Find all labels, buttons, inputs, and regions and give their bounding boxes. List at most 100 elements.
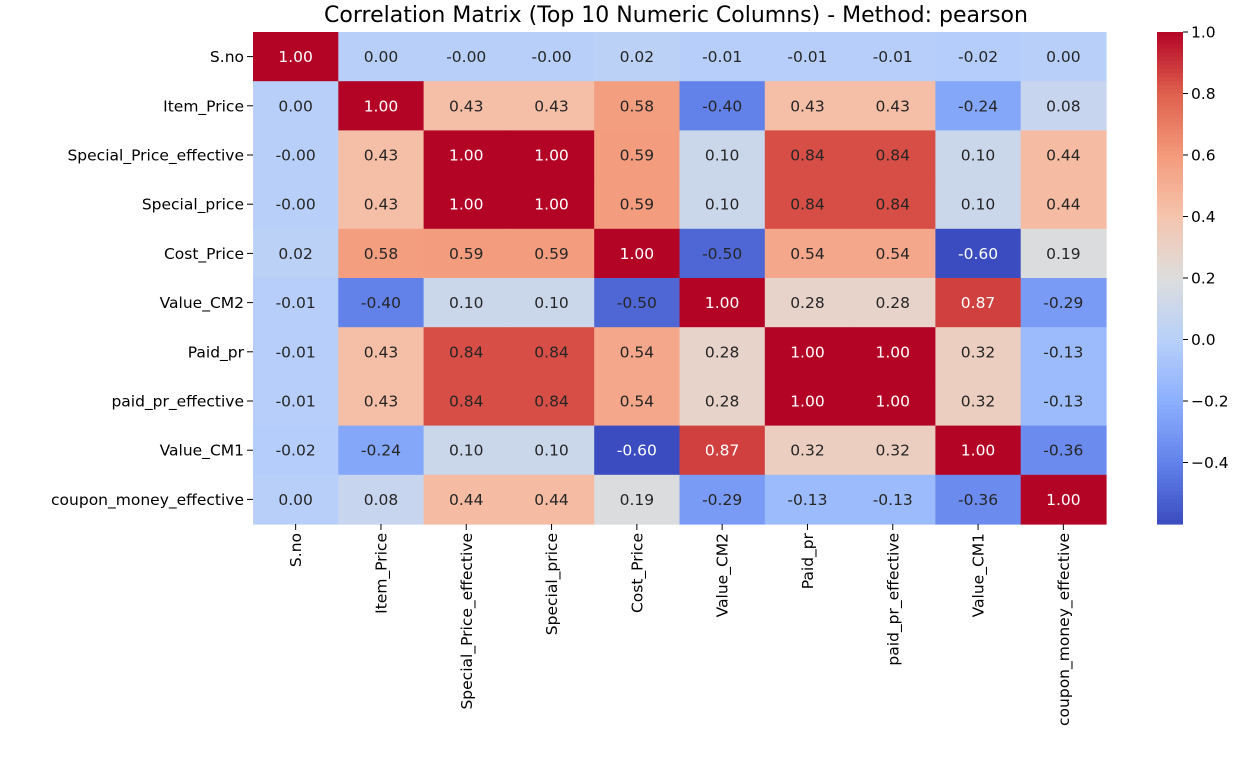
cell-value-r4-c1: 0.58	[364, 245, 399, 263]
colorbar-segment-44	[1157, 212, 1183, 218]
cell-value-r4-c5: -0.50	[702, 245, 742, 263]
y-tick-label-2: Special_Price_effective	[67, 147, 244, 166]
colorbar-segment-94	[1157, 417, 1183, 423]
cell-value-r1-c1: 1.00	[364, 97, 399, 115]
heatmap-cell-r4-c9	[1020, 228, 1107, 279]
cell-value-r4-c0: 0.02	[278, 245, 313, 263]
heatmap-cell-r4-c5	[679, 228, 766, 279]
heatmap-cell-r3-c1	[338, 179, 425, 230]
cell-value-r7-c0: -0.01	[276, 393, 316, 411]
colorbar-segment-21	[1157, 118, 1183, 123]
x-tick-label-9: coupon_money_effective	[1055, 533, 1074, 726]
heatmap-cell-r2-c6	[764, 130, 851, 181]
cell-value-r2-c3: 1.00	[534, 147, 569, 165]
heatmap-cell-r1-c0	[253, 81, 339, 131]
cell-value-r7-c8: 0.32	[961, 393, 996, 411]
heatmap-cell-r3-c4	[594, 179, 681, 230]
cell-value-r5-c2: 0.10	[449, 294, 484, 312]
heatmap-cell-r0-c1	[338, 32, 425, 82]
colorbar-segment-52	[1157, 245, 1183, 250]
cell-value-r2-c9: 0.44	[1046, 147, 1081, 165]
colorbar-segment-40	[1157, 196, 1183, 201]
heatmap-cell-r9-c6	[764, 474, 851, 525]
heatmap-cell-r3-c3	[508, 179, 595, 230]
colorbar-segment-57	[1157, 265, 1183, 271]
heatmap-cell-r1-c3	[508, 81, 595, 131]
colorbar-segment-20	[1157, 114, 1183, 119]
colorbar-segment-116	[1157, 507, 1183, 513]
colorbar-tick-label-1: 0.8	[1191, 85, 1216, 103]
heatmap-cell-r6-c3	[508, 327, 595, 377]
heatmap-cell-r5-c9	[1020, 278, 1107, 328]
cell-value-r1-c3: 0.43	[534, 97, 569, 115]
heatmap-cell-r0-c7	[850, 32, 936, 82]
chart-title: Correlation Matrix (Top 10 Numeric Colum…	[324, 3, 1028, 28]
heatmap-cell-r8-c0	[253, 425, 339, 476]
colorbar-segment-0	[1157, 32, 1183, 37]
cell-value-r7-c4: 0.54	[620, 393, 655, 411]
heatmap-cell-r2-c2	[423, 130, 510, 181]
colorbar-segment-8	[1157, 64, 1183, 70]
colorbar-segment-89	[1157, 396, 1183, 402]
cell-value-r1-c2: 0.43	[449, 97, 484, 115]
colorbar-tick-label-4: 0.2	[1191, 270, 1216, 288]
cell-value-r2-c1: 0.43	[364, 147, 399, 165]
y-tick-label-7: paid_pr_effective	[111, 393, 244, 412]
heatmap-cell-r6-c9	[1020, 327, 1107, 377]
cell-value-r2-c6: 0.84	[790, 147, 825, 165]
colorbar-segment-66	[1157, 302, 1183, 308]
heatmap-cell-r2-c1	[338, 130, 425, 181]
colorbar-segment-24	[1157, 130, 1183, 136]
colorbar-segment-1	[1157, 36, 1183, 41]
colorbar-segment-108	[1157, 474, 1183, 480]
colorbar-segment-6	[1157, 56, 1183, 62]
heatmap-cell-r7-c4	[594, 376, 681, 427]
colorbar-segment-39	[1157, 191, 1183, 197]
colorbar-segment-81	[1157, 364, 1183, 369]
heatmap-cell-r9-c4	[594, 474, 681, 525]
colorbar-segment-111	[1157, 487, 1183, 492]
heatmap-cell-r6-c2	[423, 327, 510, 377]
colorbar-segment-35	[1157, 175, 1183, 181]
heatmap-cell-r9-c8	[935, 474, 1022, 525]
y-tick-label-8: Value_CM1	[160, 442, 244, 461]
cell-value-r0-c2: -0.00	[446, 48, 486, 66]
heatmap-cell-r9-c7	[850, 474, 936, 525]
cell-value-r0-c8: -0.02	[958, 48, 998, 66]
cell-value-r5-c6: 0.28	[790, 294, 825, 312]
cell-value-r5-c8: 0.87	[961, 294, 996, 312]
colorbar-segment-110	[1157, 483, 1183, 488]
cell-value-r3-c1: 0.43	[364, 196, 399, 214]
y-axis-ticks: S.no Item_Price Special_Price_effective Spe…	[51, 48, 253, 510]
colorbar-segment-63	[1157, 290, 1183, 295]
heatmap-cell-r8-c4	[594, 425, 681, 476]
heatmap-cell-labels: 1.00 0.00 -0.00 -0.00 0.02 -0.01 -0.01 -0.01 -0.…	[276, 48, 1084, 509]
cell-value-r4-c4: 1.00	[620, 245, 655, 263]
cell-value-r2-c2: 1.00	[449, 147, 484, 165]
heatmap-cell-r6-c7	[850, 327, 936, 377]
colorbar-segment-55	[1157, 257, 1183, 263]
colorbar-segment-10	[1157, 73, 1183, 78]
colorbar-tick-label-2: 0.6	[1191, 147, 1216, 165]
heatmap-cell-r0-c2	[423, 32, 510, 82]
colorbar-segment-30	[1157, 155, 1183, 160]
cell-value-r7-c3: 0.84	[534, 393, 569, 411]
cell-value-r6-c9: -0.13	[1043, 343, 1083, 361]
heatmap-cell-r7-c7	[850, 376, 936, 427]
colorbar-tick-label-7: −0.4	[1191, 454, 1229, 472]
colorbar-segment-18	[1157, 105, 1183, 111]
cell-value-r3-c6: 0.84	[790, 196, 825, 214]
heatmap-cell-r1-c2	[423, 81, 510, 131]
cell-value-r6-c2: 0.84	[449, 343, 484, 361]
colorbar-segment-104	[1157, 458, 1183, 464]
colorbar-segment-16	[1157, 97, 1183, 103]
colorbar-segment-97	[1157, 429, 1183, 435]
heatmap-cell-r2-c3	[508, 130, 595, 181]
cell-value-r6-c8: 0.32	[961, 343, 996, 361]
heatmap-cell-r8-c3	[508, 425, 595, 476]
heatmap-cell-r9-c0	[253, 474, 339, 525]
cell-value-r8-c3: 0.10	[534, 442, 569, 460]
heatmap-cell-r6-c6	[764, 327, 851, 377]
heatmap-cell-r8-c6	[764, 425, 851, 476]
colorbar-segment-61	[1157, 282, 1183, 287]
